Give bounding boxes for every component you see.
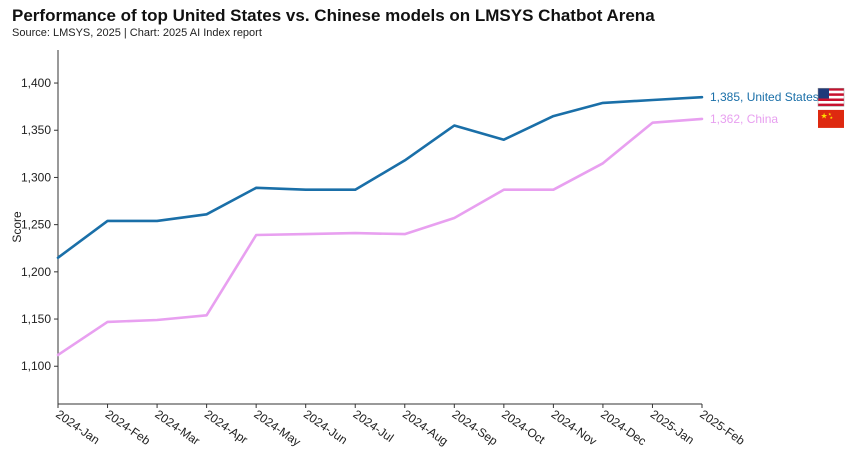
flag-stripe (818, 88, 844, 91)
chart-source: Source: LMSYS, 2025 | Chart: 2025 AI Ind… (12, 27, 262, 39)
flag-stripe (818, 103, 844, 107)
x-tick-label: 2024-May (251, 407, 303, 449)
x-tick-label: 2024-Feb (103, 407, 153, 448)
y-tick-label: 1,100 (21, 359, 51, 373)
x-tick-label: 2024-Nov (549, 407, 600, 448)
y-axis-label: Score (10, 211, 24, 243)
end-label-united-states: 1,385, United States (710, 90, 819, 104)
series-line-china (56, 117, 704, 357)
x-tick-label: 2024-Sep (450, 407, 501, 449)
flag-stripe (818, 93, 844, 96)
x-tick-label: 2024-Aug (400, 407, 451, 448)
x-tick-label: 2024-Oct (499, 407, 548, 447)
flag-stripe (818, 95, 844, 99)
flag-stripe (818, 90, 844, 94)
chart-title: Performance of top United States vs. Chi… (12, 6, 655, 25)
y-tick-label: 1,400 (21, 76, 51, 90)
end-label-china: 1,362, China (710, 112, 778, 126)
flag-star-small: ★ (830, 115, 834, 120)
x-tick-label: 2024-Dec (598, 407, 649, 448)
x-tick-label: 2024-Apr (202, 407, 250, 447)
x-tick-label: 2024-Jul (351, 407, 397, 445)
x-tick-label: 2024-Jan (53, 407, 102, 447)
flag-border (817, 87, 845, 107)
x-tick-label: 2025-Feb (697, 407, 747, 448)
flag-stripe (818, 98, 844, 102)
flag-star-small: ★ (828, 111, 832, 116)
y-tick-label: 1,250 (21, 218, 51, 232)
flag-canton (818, 88, 829, 99)
x-tick-label: 2025-Jan (648, 407, 697, 447)
series-line-united-states (56, 95, 704, 260)
china-flag-icon: ★ ★★ (818, 109, 844, 128)
x-tick-label: 2024-Mar (152, 407, 202, 448)
flag-stripe (818, 101, 844, 104)
y-tick-label: 1,200 (21, 265, 51, 279)
y-tick-label: 1,150 (21, 312, 51, 326)
flag-star: ★ (821, 111, 828, 120)
us-flag-icon (817, 87, 845, 107)
y-tick-label: 1,350 (21, 123, 51, 137)
x-tick-label: 2024-Jun (301, 407, 350, 447)
y-tick-label: 1,300 (21, 170, 51, 184)
flag-field (818, 109, 844, 128)
